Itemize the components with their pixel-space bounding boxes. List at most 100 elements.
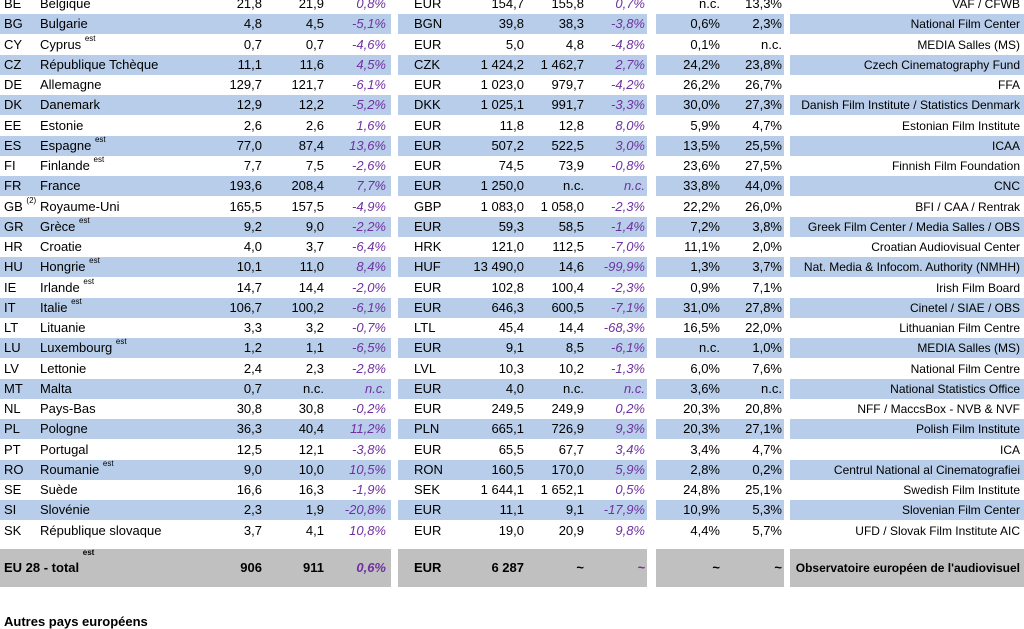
currency-code: CZK [414,56,440,72]
share-curr: 23,8% [745,56,782,72]
gbo-prev: 59,3 [498,218,524,234]
gbo-prev: 665,1 [491,421,524,437]
currency-code: EUR [414,522,442,538]
share-prev: 6,0% [690,360,720,376]
admissions-curr: 10,0 [298,461,324,477]
gbo-change: -99,9% [603,259,645,275]
country-code: GB (2) [4,196,37,214]
source-label: FFA [997,78,1020,92]
country-code: CY [4,36,23,52]
share-prev: 24,2% [683,56,720,72]
country-name: Italie est [40,297,82,315]
country-code: FR [4,178,22,194]
currency-code: LTL [414,320,436,335]
admissions-curr: 11,0 [299,259,324,275]
share-prev: 30,0% [683,97,720,113]
country-code: ES [4,137,22,153]
table-row: SI Slovénie 2,3 1,9 -20,8% EUR 11,1 9,1 -17,9% 10… [0,500,1024,521]
table-row: FI Finlande est 7,7 7,5 -2,6% EUR 74,5 73,9 -0,8… [0,156,1024,176]
country-code: FI [4,158,16,173]
admissions-prev: 14,7 [236,279,262,295]
admissions-change: 8,4% [356,259,386,275]
total-mp: ~ [637,560,645,575]
country-code: SI [4,502,17,518]
country-code: IT [4,299,16,315]
country-code: EE [4,117,22,133]
admissions-curr: n.c. [303,380,324,396]
table-row: FR France 193,6 208,4 7,7% EUR 1 250,0 n.c. n.c.… [0,176,1024,197]
gbo-curr: 20,9 [558,522,584,538]
gbo-change: -4,2% [611,77,645,92]
country-name: Croatie [40,239,82,254]
table-row: IT Italie est 106,7 100,2 -6,1% EUR 646,3 600,5… [0,297,1024,318]
currency-code: EUR [414,178,442,194]
gbo-curr: 38,3 [558,16,584,32]
gbo-prev: 65,5 [498,441,524,457]
table-row: PT Portugal 12,5 12,1 -3,8% EUR 65,5 67,7 3,4% 3,… [0,440,1024,460]
gbo-curr: n.c. [563,380,584,396]
admissions-change: 10,8% [349,522,386,538]
admissions-curr: 208,4 [291,178,324,194]
table-row: PL Pologne 36,3 40,4 11,2% PLN 665,1 726,9 9,3% 2… [0,419,1024,440]
gbo-curr: 979,7 [551,77,584,92]
source-label: Nat. Media & Infocom. Authority (NMHH) [803,260,1020,275]
admissions-change: -5,1% [352,16,386,32]
admissions-curr: 0,7 [305,36,324,52]
total-v2: 911 [303,560,324,575]
gbo-curr: 155,8 [551,0,584,11]
share-curr: 13,3% [745,0,782,11]
share-curr: 3,7% [752,259,782,275]
total-pct: 0,6% [356,560,386,575]
source-label: Centrul National al Cinematografiei [833,462,1020,477]
source-label: ICAA [991,138,1020,153]
admissions-curr: 121,7 [291,77,324,92]
country-code: RO [4,461,24,477]
total-currency: EUR [414,560,442,575]
admissions-curr: 16,3 [298,482,324,497]
country-name: Belgique est [40,0,105,11]
source-label: Finnish Film Foundation [891,159,1020,173]
country-name: Pologne [40,421,88,437]
share-curr: 7,1% [752,279,782,295]
table-row: DE Allemagne 129,7 121,7 -6,1% EUR 1 023,0 979,… [0,75,1024,95]
gbo-change: 9,3% [615,421,645,437]
share-prev: 20,3% [683,421,720,437]
source-label: Croatian Audiovisual Center [871,240,1020,254]
share-prev: 33,8% [683,178,720,194]
share-prev: 0,6% [690,16,720,32]
gbo-change: 9,8% [615,522,645,538]
currency-code: EUR [414,0,442,11]
table-row: DK Danemark 12,9 12,2 -5,2% DKK 1 025,1 991,7 -3… [0,95,1024,116]
table-row: BG Bulgarie 4,8 4,5 -5,1% BGN 39,8 38,3 -3,8% 0,6… [0,14,1024,35]
admissions-change: -1,9% [352,482,386,497]
source-label: Swedish Film Institute [903,483,1020,497]
admissions-change: -4,6% [352,36,386,52]
total-label: EU 28 - total est [4,549,95,575]
gbo-change: 5,9% [615,461,645,477]
share-prev: 22,2% [683,198,720,214]
gbo-curr: 10,2 [558,360,584,376]
gbo-curr: 9,1 [565,502,584,518]
admissions-curr: 1,1 [305,340,324,356]
admissions-curr: 14,4 [298,279,324,295]
share-prev: 11,1% [684,239,720,254]
country-code: NL [4,401,21,416]
currency-code: HRK [414,239,442,254]
gbo-prev: 507,2 [491,137,524,153]
gbo-prev: 121,0 [491,239,524,254]
admissions-change: 4,5% [356,56,386,72]
country-name: Bulgarie [40,16,88,32]
country-code: CZ [4,56,22,72]
country-name: Cyprus est [40,34,96,52]
gbo-curr: 170,0 [551,461,584,477]
source-label: NFF / MaccsBox - NVB & NVF [857,402,1020,416]
share-curr: 25,5% [745,137,782,153]
source-label: Estonian Film Institute [901,118,1020,133]
admissions-change: -6,4% [352,239,386,254]
admissions-curr: 9,0 [305,218,324,234]
country-code: LU [4,340,21,356]
gbo-change: -2,3% [611,279,645,295]
country-name: Lituanie [40,320,86,335]
admissions-curr: 12,2 [298,97,324,113]
